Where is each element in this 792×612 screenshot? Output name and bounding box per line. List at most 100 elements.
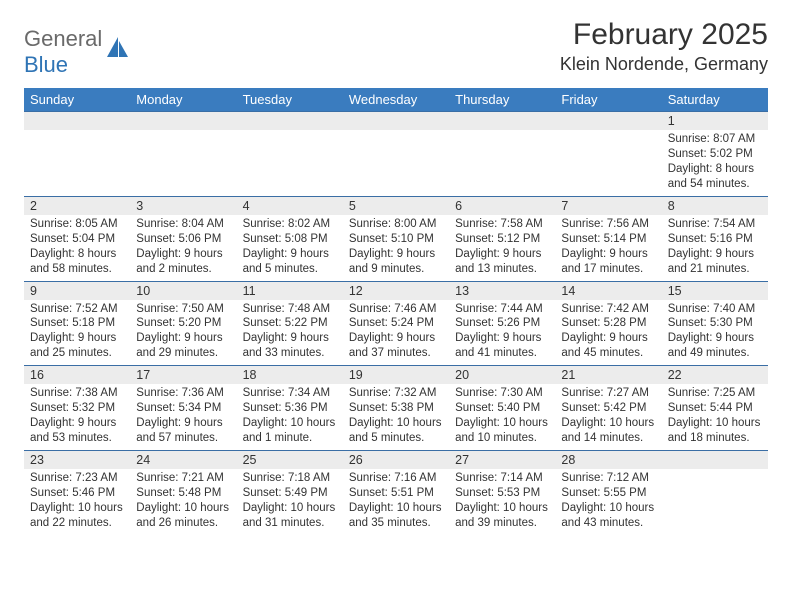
day-content: Sunrise: 8:04 AMSunset: 5:06 PMDaylight:… [130, 215, 236, 281]
day-number: 2 [24, 197, 130, 215]
day-cell: 1Sunrise: 8:07 AMSunset: 5:02 PMDaylight… [662, 112, 768, 197]
brand-sub: Blue [24, 52, 68, 77]
day-content: Sunrise: 7:44 AMSunset: 5:26 PMDaylight:… [449, 300, 555, 366]
day-cell [130, 112, 236, 197]
week-row: 1Sunrise: 8:07 AMSunset: 5:02 PMDaylight… [24, 112, 768, 197]
day-number-empty [343, 112, 449, 130]
sunrise: Sunrise: 7:52 AM [30, 302, 124, 317]
day-header: Wednesday [343, 88, 449, 112]
daylight: Daylight: 9 hours and 9 minutes. [349, 247, 443, 277]
day-content: Sunrise: 7:58 AMSunset: 5:12 PMDaylight:… [449, 215, 555, 281]
day-cell: 24Sunrise: 7:21 AMSunset: 5:48 PMDayligh… [130, 451, 236, 535]
header: General Blue February 2025 Klein Nordend… [24, 18, 768, 78]
sunrise: Sunrise: 7:18 AM [243, 471, 337, 486]
sunrise: Sunrise: 7:16 AM [349, 471, 443, 486]
daylight: Daylight: 9 hours and 13 minutes. [455, 247, 549, 277]
sunrise: Sunrise: 7:38 AM [30, 386, 124, 401]
sunset: Sunset: 5:14 PM [561, 232, 655, 247]
daylight: Daylight: 10 hours and 43 minutes. [561, 501, 655, 531]
day-content: Sunrise: 7:27 AMSunset: 5:42 PMDaylight:… [555, 384, 661, 450]
sunrise: Sunrise: 7:14 AM [455, 471, 549, 486]
day-number: 6 [449, 197, 555, 215]
sunset: Sunset: 5:48 PM [136, 486, 230, 501]
sunrise: Sunrise: 7:27 AM [561, 386, 655, 401]
day-number: 8 [662, 197, 768, 215]
day-number-empty [555, 112, 661, 130]
daylight: Daylight: 10 hours and 39 minutes. [455, 501, 549, 531]
daylight: Daylight: 9 hours and 49 minutes. [668, 331, 762, 361]
day-cell: 19Sunrise: 7:32 AMSunset: 5:38 PMDayligh… [343, 366, 449, 451]
sunrise: Sunrise: 7:48 AM [243, 302, 337, 317]
sunset: Sunset: 5:49 PM [243, 486, 337, 501]
day-content: Sunrise: 8:07 AMSunset: 5:02 PMDaylight:… [662, 130, 768, 196]
day-number: 7 [555, 197, 661, 215]
sunset: Sunset: 5:46 PM [30, 486, 124, 501]
daylight: Daylight: 9 hours and 33 minutes. [243, 331, 337, 361]
day-cell: 7Sunrise: 7:56 AMSunset: 5:14 PMDaylight… [555, 196, 661, 281]
day-content: Sunrise: 8:02 AMSunset: 5:08 PMDaylight:… [237, 215, 343, 281]
sunrise: Sunrise: 7:30 AM [455, 386, 549, 401]
calendar-table: SundayMondayTuesdayWednesdayThursdayFrid… [24, 88, 768, 535]
week-row: 16Sunrise: 7:38 AMSunset: 5:32 PMDayligh… [24, 366, 768, 451]
day-number-empty [24, 112, 130, 130]
sunrise: Sunrise: 7:12 AM [561, 471, 655, 486]
sunset: Sunset: 5:04 PM [30, 232, 124, 247]
day-cell: 10Sunrise: 7:50 AMSunset: 5:20 PMDayligh… [130, 281, 236, 366]
day-content: Sunrise: 7:46 AMSunset: 5:24 PMDaylight:… [343, 300, 449, 366]
daylight: Daylight: 8 hours and 58 minutes. [30, 247, 124, 277]
week-row: 2Sunrise: 8:05 AMSunset: 5:04 PMDaylight… [24, 196, 768, 281]
day-content: Sunrise: 7:18 AMSunset: 5:49 PMDaylight:… [237, 469, 343, 535]
sunset: Sunset: 5:22 PM [243, 316, 337, 331]
day-number: 15 [662, 282, 768, 300]
sunset: Sunset: 5:42 PM [561, 401, 655, 416]
day-number: 16 [24, 366, 130, 384]
day-number: 24 [130, 451, 236, 469]
sunrise: Sunrise: 8:00 AM [349, 217, 443, 232]
day-number: 27 [449, 451, 555, 469]
day-content: Sunrise: 7:34 AMSunset: 5:36 PMDaylight:… [237, 384, 343, 450]
day-number: 18 [237, 366, 343, 384]
day-cell: 17Sunrise: 7:36 AMSunset: 5:34 PMDayligh… [130, 366, 236, 451]
sunrise: Sunrise: 7:54 AM [668, 217, 762, 232]
day-cell [237, 112, 343, 197]
day-content: Sunrise: 7:23 AMSunset: 5:46 PMDaylight:… [24, 469, 130, 535]
day-number: 23 [24, 451, 130, 469]
day-cell [24, 112, 130, 197]
sunrise: Sunrise: 7:42 AM [561, 302, 655, 317]
daylight: Daylight: 9 hours and 41 minutes. [455, 331, 549, 361]
day-content: Sunrise: 7:12 AMSunset: 5:55 PMDaylight:… [555, 469, 661, 535]
day-cell: 22Sunrise: 7:25 AMSunset: 5:44 PMDayligh… [662, 366, 768, 451]
sunrise: Sunrise: 7:58 AM [455, 217, 549, 232]
day-number: 17 [130, 366, 236, 384]
day-number: 19 [343, 366, 449, 384]
sunset: Sunset: 5:44 PM [668, 401, 762, 416]
daylight: Daylight: 10 hours and 35 minutes. [349, 501, 443, 531]
sunrise: Sunrise: 7:21 AM [136, 471, 230, 486]
day-number: 21 [555, 366, 661, 384]
day-number: 3 [130, 197, 236, 215]
day-cell: 18Sunrise: 7:34 AMSunset: 5:36 PMDayligh… [237, 366, 343, 451]
daylight: Daylight: 9 hours and 29 minutes. [136, 331, 230, 361]
day-cell: 13Sunrise: 7:44 AMSunset: 5:26 PMDayligh… [449, 281, 555, 366]
day-cell: 4Sunrise: 8:02 AMSunset: 5:08 PMDaylight… [237, 196, 343, 281]
daylight: Daylight: 10 hours and 1 minute. [243, 416, 337, 446]
sunrise: Sunrise: 7:23 AM [30, 471, 124, 486]
day-number: 22 [662, 366, 768, 384]
day-cell: 21Sunrise: 7:27 AMSunset: 5:42 PMDayligh… [555, 366, 661, 451]
day-cell: 26Sunrise: 7:16 AMSunset: 5:51 PMDayligh… [343, 451, 449, 535]
daylight: Daylight: 10 hours and 22 minutes. [30, 501, 124, 531]
day-number-empty [237, 112, 343, 130]
day-cell: 16Sunrise: 7:38 AMSunset: 5:32 PMDayligh… [24, 366, 130, 451]
sunset: Sunset: 5:06 PM [136, 232, 230, 247]
sunset: Sunset: 5:55 PM [561, 486, 655, 501]
daylight: Daylight: 9 hours and 5 minutes. [243, 247, 337, 277]
day-cell: 11Sunrise: 7:48 AMSunset: 5:22 PMDayligh… [237, 281, 343, 366]
day-cell: 6Sunrise: 7:58 AMSunset: 5:12 PMDaylight… [449, 196, 555, 281]
day-content: Sunrise: 7:16 AMSunset: 5:51 PMDaylight:… [343, 469, 449, 535]
day-content: Sunrise: 7:32 AMSunset: 5:38 PMDaylight:… [343, 384, 449, 450]
daylight: Daylight: 9 hours and 2 minutes. [136, 247, 230, 277]
day-number: 12 [343, 282, 449, 300]
day-content: Sunrise: 8:05 AMSunset: 5:04 PMDaylight:… [24, 215, 130, 281]
day-header: Friday [555, 88, 661, 112]
sunrise: Sunrise: 7:32 AM [349, 386, 443, 401]
